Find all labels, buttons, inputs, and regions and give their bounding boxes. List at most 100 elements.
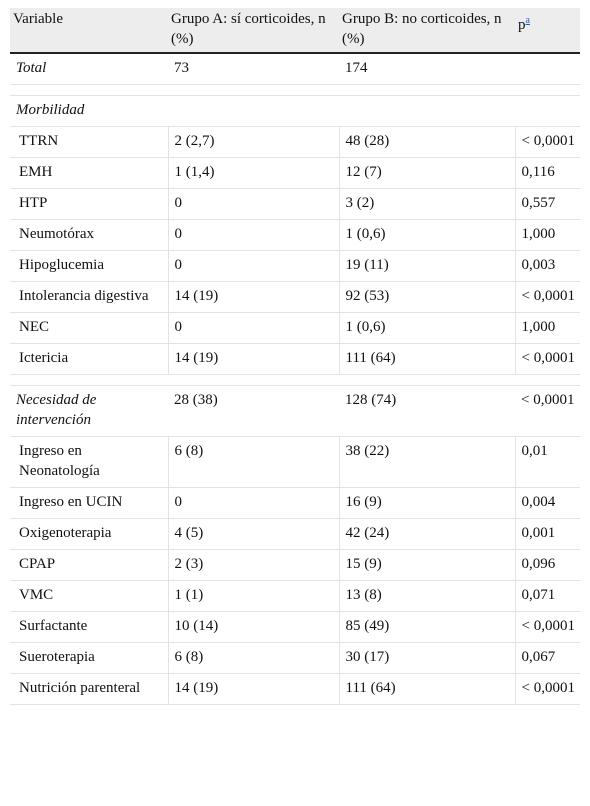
row-label: EMH [10, 157, 168, 189]
table-row: CPAP 2 (3) 15 (9) 0,096 [10, 549, 580, 581]
row-group-a: 0 [167, 188, 339, 220]
total-group-a: 73 [168, 53, 339, 85]
row-p-value: < 0,0001 [514, 343, 580, 375]
table-row: Surfactante 10 (14) 85 (49) < 0,0001 [10, 611, 580, 643]
row-group-b: 85 (49) [338, 611, 515, 643]
footnote-a-link[interactable]: a [525, 15, 530, 26]
table-row: HTP 0 3 (2) 0,557 [10, 188, 580, 220]
row-label: Ingreso en Neonatología [10, 436, 168, 488]
row-group-a: 2 (2,7) [167, 126, 339, 158]
table-row: Hipoglucemia 0 19 (11) 0,003 [10, 250, 580, 282]
row-p-value: 1,000 [514, 312, 580, 344]
row-label: Ingreso en UCIN [10, 487, 168, 519]
total-label: Total [10, 53, 168, 85]
intervencion-title: Necesidad de intervención [10, 385, 168, 437]
row-p-value: 0,004 [514, 487, 580, 519]
row-group-b: 1 (0,6) [338, 219, 515, 251]
row-group-b: 19 (11) [338, 250, 515, 282]
row-group-b: 13 (8) [338, 580, 515, 612]
row-group-b: 42 (24) [338, 518, 515, 550]
results-table-container: Variable Grupo A: sí corticoides, n (%) … [10, 8, 580, 705]
row-label: Neumotórax [10, 219, 168, 251]
table-row: TTRN 2 (2,7) 48 (28) < 0,0001 [10, 126, 580, 158]
results-table: Variable Grupo A: sí corticoides, n (%) … [10, 8, 580, 705]
row-group-a: 6 (8) [167, 642, 339, 674]
row-label: TTRN [10, 126, 168, 158]
intervencion-header-row: Necesidad de intervención 28 (38) 128 (7… [10, 385, 580, 437]
header-p-label: p [518, 17, 526, 33]
row-p-value: < 0,0001 [514, 673, 580, 705]
row-label: Intolerancia digestiva [10, 281, 168, 313]
row-p-value: 0,116 [514, 157, 580, 189]
table-row: Oxigenoterapia 4 (5) 42 (24) 0,001 [10, 518, 580, 550]
row-p-value: 0,071 [514, 580, 580, 612]
row-group-a: 2 (3) [167, 549, 339, 581]
total-row: Total 73 174 [10, 53, 580, 85]
table-row: Ictericia 14 (19) 111 (64) < 0,0001 [10, 343, 580, 375]
row-group-b: 3 (2) [338, 188, 515, 220]
row-group-b: 16 (9) [338, 487, 515, 519]
table-row: EMH 1 (1,4) 12 (7) 0,116 [10, 157, 580, 189]
intervencion-group-b: 128 (74) [339, 385, 515, 437]
row-group-a: 6 (8) [167, 436, 339, 488]
row-label: CPAP [10, 549, 168, 581]
total-group-b: 174 [339, 53, 515, 85]
table-row: VMC 1 (1) 13 (8) 0,071 [10, 580, 580, 612]
row-group-b: 92 (53) [338, 281, 515, 313]
row-p-value: 0,003 [514, 250, 580, 282]
row-label: Nutrición parenteral [10, 673, 168, 705]
morbilidad-header-row: Morbilidad [10, 95, 580, 127]
table-row: Intolerancia digestiva 14 (19) 92 (53) < 0,… [10, 281, 580, 313]
row-label: Surfactante [10, 611, 168, 643]
row-p-value: 1,000 [514, 219, 580, 251]
row-p-value: < 0,0001 [514, 611, 580, 643]
table-row: NEC 0 1 (0,6) 1,000 [10, 312, 580, 344]
row-group-a: 0 [167, 312, 339, 344]
table-row: Ingreso en UCIN 0 16 (9) 0,004 [10, 487, 580, 519]
row-group-a: 0 [167, 250, 339, 282]
morbilidad-title: Morbilidad [10, 95, 580, 127]
header-group-a: Grupo A: sí corticoides, n (%) [168, 8, 339, 54]
row-group-a: 0 [167, 219, 339, 251]
row-group-a: 4 (5) [167, 518, 339, 550]
spacer-row [10, 84, 580, 96]
row-p-value: < 0,0001 [514, 281, 580, 313]
row-label: NEC [10, 312, 168, 344]
row-p-value: < 0,0001 [514, 126, 580, 158]
row-group-b: 38 (22) [338, 436, 515, 488]
header-group-b: Grupo B: no corticoides, n (%) [339, 8, 515, 54]
row-label: Oxigenoterapia [10, 518, 168, 550]
row-group-b: 111 (64) [338, 673, 515, 705]
row-group-a: 1 (1) [167, 580, 339, 612]
row-group-b: 111 (64) [338, 343, 515, 375]
spacer-row [10, 374, 580, 386]
row-group-a: 14 (19) [167, 281, 339, 313]
row-p-value: 0,001 [514, 518, 580, 550]
row-label: VMC [10, 580, 168, 612]
row-group-b: 1 (0,6) [338, 312, 515, 344]
row-group-b: 15 (9) [338, 549, 515, 581]
row-p-value: 0,557 [514, 188, 580, 220]
header-variable: Variable [10, 8, 168, 54]
row-group-a: 0 [167, 487, 339, 519]
table-header-row: Variable Grupo A: sí corticoides, n (%) … [10, 8, 580, 54]
intervencion-group-a: 28 (38) [168, 385, 339, 437]
intervencion-p: < 0,0001 [515, 385, 580, 437]
row-label: HTP [10, 188, 168, 220]
row-label: Hipoglucemia [10, 250, 168, 282]
row-p-value: 0,067 [514, 642, 580, 674]
row-group-a: 10 (14) [167, 611, 339, 643]
row-group-b: 48 (28) [338, 126, 515, 158]
table-row: Ingreso en Neonatología 6 (8) 38 (22) 0,01 [10, 436, 580, 488]
header-p: pa [515, 8, 580, 54]
row-label: Ictericia [10, 343, 168, 375]
row-group-b: 30 (17) [338, 642, 515, 674]
row-label: Sueroterapia [10, 642, 168, 674]
total-p [515, 53, 580, 85]
row-group-a: 14 (19) [167, 343, 339, 375]
table-row: Nutrición parenteral 14 (19) 111 (64) < 0,0… [10, 673, 580, 705]
table-row: Neumotórax 0 1 (0,6) 1,000 [10, 219, 580, 251]
row-p-value: 0,01 [514, 436, 580, 488]
row-group-a: 1 (1,4) [167, 157, 339, 189]
table-row: Sueroterapia 6 (8) 30 (17) 0,067 [10, 642, 580, 674]
